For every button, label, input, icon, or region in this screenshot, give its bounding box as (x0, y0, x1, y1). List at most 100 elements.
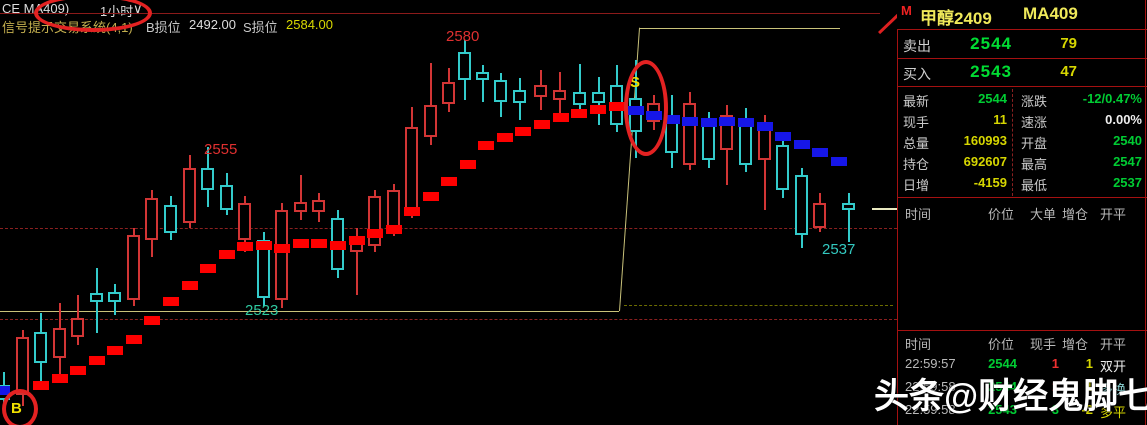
price-label: 2555 (204, 141, 238, 158)
col-time: 时间 (905, 337, 932, 352)
stats-divider (1012, 89, 1013, 196)
col-time: 时间 (905, 207, 932, 222)
col-openclose: 开平 (1100, 207, 1127, 222)
panel-right-border (1145, 0, 1146, 425)
candle-wick (848, 193, 850, 242)
candle-body (368, 196, 381, 246)
band-dot-long (311, 239, 327, 248)
stat-label: 速涨 (1021, 115, 1048, 130)
candle-body (405, 127, 418, 212)
stat-value: 692607 (963, 154, 1007, 169)
candle-body (553, 90, 566, 100)
stat-label: 最高 (1021, 157, 1048, 172)
band-dot-long (590, 105, 606, 114)
tick-volume: 3 (1051, 402, 1059, 417)
col-price: 价位 (988, 337, 1015, 352)
band-dot-long (70, 366, 86, 375)
band-dot-long (200, 264, 216, 273)
band-dot-long (497, 133, 513, 142)
band-dot-long (478, 141, 494, 150)
kline-chart: CE MA409) 1小时 ∨ 信号提示交易系统(4,1) B损位 2492.0… (0, 0, 904, 425)
candle-wick (579, 64, 581, 112)
s-period-stop-line (639, 28, 840, 29)
tick-price: 2544 (988, 379, 1017, 394)
band-dot-long (330, 241, 346, 250)
price-label: 2523 (245, 302, 279, 319)
candle-body (813, 203, 826, 228)
candle-body (312, 200, 325, 212)
band-dot-long (182, 281, 198, 290)
watermark: 头条@财经鬼脚七 (874, 377, 1147, 416)
divider (897, 86, 1147, 87)
tick-type: 双开 (1100, 359, 1127, 374)
band-dot-long (553, 113, 569, 122)
band-dot-long (144, 316, 160, 325)
tick-time: 22:59:57 (905, 356, 956, 371)
band-dot-short (664, 115, 680, 124)
price-label: 2580 (446, 28, 480, 45)
olive-dashed-line (624, 305, 893, 306)
stat-label: 总量 (903, 136, 930, 151)
band-dot-short (0, 386, 10, 395)
candle-body (387, 190, 400, 230)
stat-label: 涨跌 (1021, 94, 1048, 109)
candle-body (294, 202, 307, 212)
band-dot-long (52, 374, 68, 383)
ask-volume: 79 (1060, 35, 1077, 52)
candle-body (513, 90, 526, 103)
candle-wick (482, 65, 484, 102)
candle-body (53, 328, 66, 358)
upper-dashed-line (0, 228, 897, 229)
candle-body (201, 168, 214, 190)
stat-label: 持仓 (903, 157, 930, 172)
b-period-stop-line (0, 311, 619, 312)
col-oi-change: 增仓 (1062, 337, 1089, 352)
band-dot-long (571, 109, 587, 118)
b-stop-value: 2492.00 (189, 17, 236, 32)
candle-body (683, 103, 696, 165)
annotation-circle (34, 0, 152, 32)
candle-body (458, 52, 471, 80)
annotation-circle (624, 60, 668, 156)
tick-price: 2543 (988, 402, 1017, 417)
band-dot-long (534, 120, 550, 129)
candle-wick (764, 115, 766, 210)
panel-left-border (897, 29, 898, 425)
band-dot-long (256, 241, 272, 250)
stat-label: 现手 (903, 115, 930, 130)
ask-price: 2544 (970, 34, 1012, 53)
candle-body (592, 92, 605, 103)
candle-body (34, 332, 47, 363)
instrument-code: MA409 (1023, 4, 1078, 23)
candle-body (842, 203, 855, 210)
band-dot-short (775, 132, 791, 141)
tick-volume: 1 (1051, 356, 1059, 371)
candle-body (164, 205, 177, 233)
band-dot-long (107, 346, 123, 355)
candle-body (238, 203, 251, 240)
band-dot-long (349, 236, 365, 245)
stat-value: 2537 (1113, 175, 1142, 190)
candle-body (494, 80, 507, 102)
candle-body (220, 185, 233, 210)
lower-dashed-line (0, 319, 897, 320)
band-dot-long (293, 239, 309, 248)
band-dot-long (423, 192, 439, 201)
bid-label: 买入 (903, 66, 931, 82)
divider (897, 58, 1147, 59)
price-label: 2537 (822, 241, 856, 258)
band-dot-short (738, 118, 754, 127)
last-price-tick (872, 208, 900, 210)
bid-volume: 47 (1060, 63, 1077, 80)
stat-label: 最低 (1021, 178, 1048, 193)
s-stop-label: S损位 (243, 20, 278, 35)
tick-oi: 1 (1085, 356, 1093, 371)
stat-value: -4159 (973, 175, 1007, 190)
band-dot-long (163, 297, 179, 306)
candle-body (534, 85, 547, 97)
col-bigorder: 大单 (1030, 207, 1057, 222)
col-openclose: 开平 (1100, 337, 1127, 352)
band-dot-long (404, 207, 420, 216)
band-dot-short (794, 140, 810, 149)
tick-time: 22:59:58 (905, 379, 956, 394)
